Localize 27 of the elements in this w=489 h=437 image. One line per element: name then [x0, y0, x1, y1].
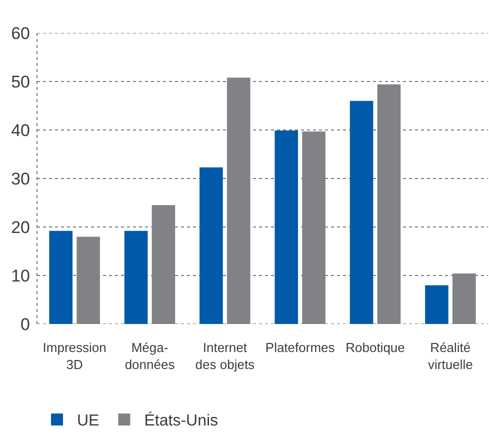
bar — [377, 84, 401, 324]
bar — [200, 167, 223, 324]
x-tick-label: Internet des objets — [195, 340, 256, 372]
y-tick-label: 20 — [11, 218, 30, 237]
bar — [152, 205, 176, 324]
bar — [226, 78, 250, 324]
bar — [302, 131, 326, 324]
y-tick-label: 0 — [20, 314, 30, 334]
legend-label: UE — [77, 412, 100, 430]
bar — [350, 100, 374, 324]
y-tick-label: 30 — [11, 169, 30, 188]
x-tick-label: Robotique — [346, 340, 405, 355]
x-tick-label: Plateformes — [265, 340, 336, 355]
y-tick-label: 10 — [11, 266, 30, 286]
bar — [274, 130, 298, 324]
x-tick-label: Impression 3D — [42, 340, 106, 372]
legend-label: États-Unis — [144, 412, 218, 430]
y-tick-label: 50 — [11, 72, 30, 92]
x-tick-label: Méga- données — [124, 340, 176, 372]
bar — [452, 274, 476, 324]
bar — [76, 236, 100, 324]
bar — [49, 230, 73, 324]
y-tick-label: 60 — [11, 24, 30, 43]
bar — [124, 230, 148, 324]
bar — [425, 285, 448, 324]
y-tick-label: 40 — [11, 120, 30, 140]
x-tick-label: Réalité virtuelle — [428, 340, 473, 372]
